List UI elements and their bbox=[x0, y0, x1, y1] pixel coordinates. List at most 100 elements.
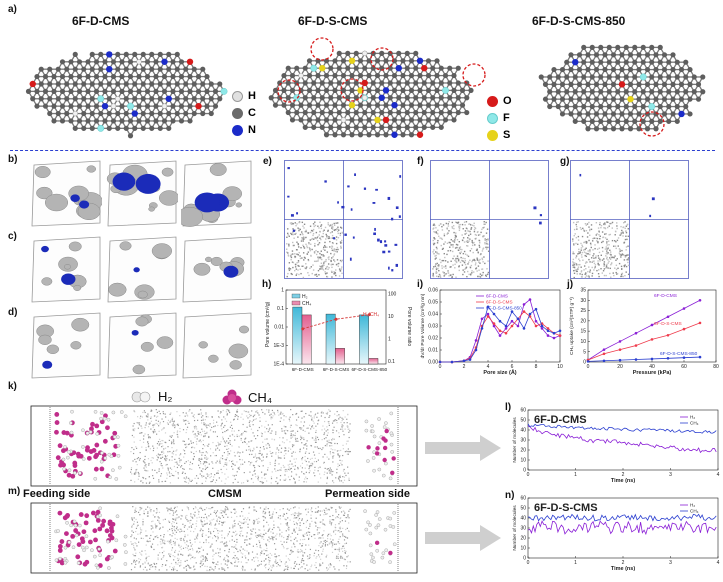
carbon-pixel bbox=[139, 439, 141, 442]
carbon-atom bbox=[674, 118, 680, 124]
carbon-pixel bbox=[235, 474, 237, 476]
pore-pixel bbox=[341, 205, 345, 209]
legend-label-h2: H₂ bbox=[302, 294, 308, 300]
texture-pixel bbox=[302, 225, 304, 227]
texture-pixel bbox=[436, 271, 438, 274]
texture-pixel bbox=[603, 227, 605, 229]
carbon-pixel bbox=[317, 459, 320, 461]
carbon-atom bbox=[59, 103, 66, 109]
carbon-pixel bbox=[242, 432, 244, 434]
texture-pixel bbox=[579, 263, 581, 266]
texture-pixel bbox=[299, 268, 301, 270]
carbon-atom bbox=[555, 74, 561, 80]
texture-pixel bbox=[319, 221, 321, 224]
blue-isosurface bbox=[133, 267, 140, 273]
y-tick-label: 0 bbox=[583, 360, 586, 366]
carbon-pixel bbox=[136, 464, 138, 466]
texture-pixel bbox=[297, 260, 300, 262]
carbon-pixel bbox=[206, 461, 208, 464]
texture-pixel bbox=[324, 260, 326, 263]
carbon-pixel bbox=[201, 430, 204, 432]
texture-pixel bbox=[585, 261, 588, 263]
carbon-pixel bbox=[241, 482, 243, 484]
series-label: 6F-D-S-CMS-850 bbox=[660, 351, 698, 357]
texture-pixel bbox=[322, 230, 325, 232]
molecule-cluster bbox=[538, 44, 706, 137]
texture-pixel bbox=[610, 262, 613, 264]
carbon-pixel bbox=[222, 431, 224, 434]
texture-pixel bbox=[441, 259, 443, 262]
carbon-pixel bbox=[257, 412, 259, 414]
sulfur-atom bbox=[357, 87, 364, 94]
carbon-atom bbox=[38, 96, 44, 102]
texture-pixel bbox=[573, 228, 576, 231]
blue-isosurface bbox=[42, 360, 53, 369]
hydrogen-atom bbox=[110, 103, 117, 109]
carbon-pixel bbox=[203, 435, 205, 437]
carbon-pixel bbox=[238, 468, 240, 470]
texture-pixel bbox=[287, 255, 290, 257]
texture-pixel bbox=[292, 261, 295, 264]
carbon-atom bbox=[42, 73, 49, 80]
carbon-pixel bbox=[234, 464, 236, 466]
carbon-pixel bbox=[325, 412, 327, 414]
texture-pixel bbox=[618, 262, 621, 265]
carbon-pixel bbox=[171, 441, 173, 444]
carbon-atom bbox=[161, 88, 168, 94]
texture-pixel bbox=[478, 259, 480, 262]
carbon-pixel bbox=[338, 456, 341, 458]
texture-pixel bbox=[572, 263, 574, 266]
carbon-pixel bbox=[236, 435, 238, 438]
carbon-atom bbox=[328, 109, 334, 116]
carbon-pixel bbox=[248, 445, 250, 448]
carbon-atom bbox=[572, 118, 578, 124]
molecule-cluster bbox=[268, 37, 486, 138]
carbon-pixel bbox=[308, 466, 311, 468]
carbon-atom bbox=[98, 81, 104, 87]
carbon-atom bbox=[619, 111, 625, 117]
series-marker bbox=[474, 348, 478, 352]
texture-pixel bbox=[625, 246, 628, 248]
texture-pixel bbox=[457, 260, 460, 262]
texture-pixel bbox=[591, 266, 593, 269]
series-marker bbox=[666, 315, 670, 319]
carbon-pixel bbox=[172, 450, 175, 452]
texture-pixel bbox=[573, 272, 576, 275]
carbon-atom bbox=[140, 81, 146, 87]
carbon-pixel bbox=[224, 458, 226, 461]
carbon-pixel bbox=[306, 464, 308, 466]
carbon-pixel bbox=[175, 450, 177, 452]
blue-isosurface bbox=[112, 172, 136, 191]
texture-pixel bbox=[303, 223, 306, 225]
carbon-atom bbox=[102, 88, 108, 94]
carbon-pixel bbox=[336, 472, 338, 474]
carbon-atom bbox=[51, 73, 57, 80]
carbon-atom bbox=[93, 88, 100, 94]
carbon-pixel bbox=[289, 416, 291, 418]
carbon-atom bbox=[319, 109, 325, 116]
texture-pixel bbox=[288, 262, 291, 264]
carbon-pixel bbox=[328, 470, 330, 472]
carbon-atom bbox=[119, 103, 125, 109]
carbon-pixel bbox=[308, 465, 311, 467]
carbon-pixel bbox=[310, 445, 313, 447]
carbon-pixel bbox=[259, 450, 261, 452]
carbon-atom bbox=[447, 80, 453, 86]
carbon-pixel bbox=[228, 453, 231, 455]
carbon-pixel bbox=[163, 452, 165, 454]
texture-pixel bbox=[467, 241, 469, 243]
texture-pixel bbox=[292, 232, 294, 234]
texture-pixel bbox=[447, 272, 449, 274]
carbon-pixel bbox=[207, 475, 209, 477]
gray-isosurface bbox=[44, 193, 69, 212]
carbon-atom bbox=[585, 66, 591, 73]
carbon-atom bbox=[670, 111, 676, 117]
carbon-atom bbox=[174, 96, 180, 102]
carbon-pixel bbox=[225, 478, 227, 480]
carbon-pixel bbox=[238, 446, 240, 448]
carbon-pixel bbox=[142, 482, 144, 484]
texture-pixel bbox=[323, 264, 325, 266]
texture-pixel bbox=[463, 250, 466, 253]
carbon-pixel bbox=[301, 437, 303, 439]
carbon-pixel bbox=[304, 459, 306, 461]
